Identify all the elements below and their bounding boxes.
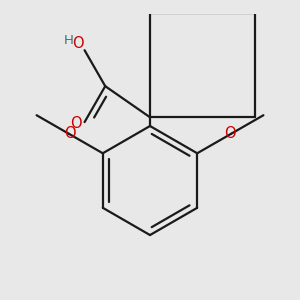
Text: O: O (70, 116, 81, 131)
Text: O: O (72, 36, 83, 51)
Text: O: O (224, 126, 236, 141)
Text: H: H (64, 34, 74, 47)
Text: O: O (64, 126, 76, 141)
